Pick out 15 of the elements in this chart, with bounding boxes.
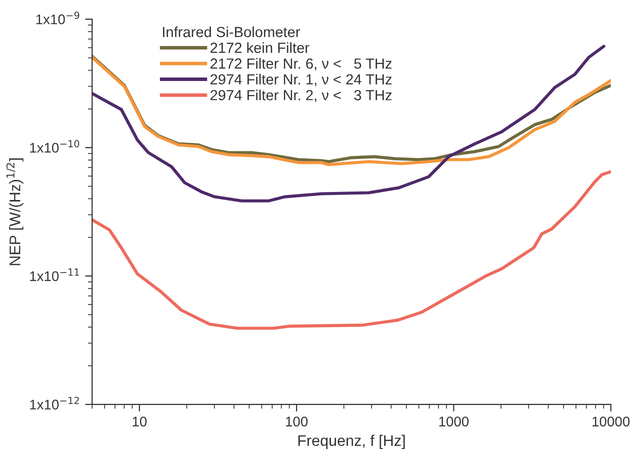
legend-title: Infrared Si-Bolometer bbox=[163, 26, 300, 38]
x-axis-title: Frequenz, f [Hz] bbox=[298, 434, 405, 449]
x-tick-label: 10 bbox=[132, 416, 147, 426]
y-tick-label: 1x10$^{−10}$ bbox=[30, 140, 80, 153]
y-axis-title: NEP [W/(Hz)$^{1/2}$] bbox=[6, 158, 24, 266]
y-tick-label: 1x10$^{−11}$ bbox=[30, 268, 79, 282]
legend-label: 2974 Filter Nr. 2, ν < 3 THz bbox=[210, 90, 392, 102]
y-tick-label: 1x10$^{−9}$ bbox=[36, 12, 80, 24]
x-tick-label: 10000 bbox=[592, 416, 630, 426]
legend-label: 2974 Filter Nr. 1, ν < 24 THz bbox=[210, 74, 392, 86]
legend-label: 2172 Filter Nr. 6, ν < 5 THz bbox=[210, 58, 392, 70]
legend-label: 2172 kein Filter bbox=[210, 42, 310, 53]
x-tick-label: 100 bbox=[286, 416, 308, 426]
x-tick-label: 1000 bbox=[439, 416, 469, 426]
y-tick-label: 1x10$^{−12}$ bbox=[30, 396, 79, 410]
